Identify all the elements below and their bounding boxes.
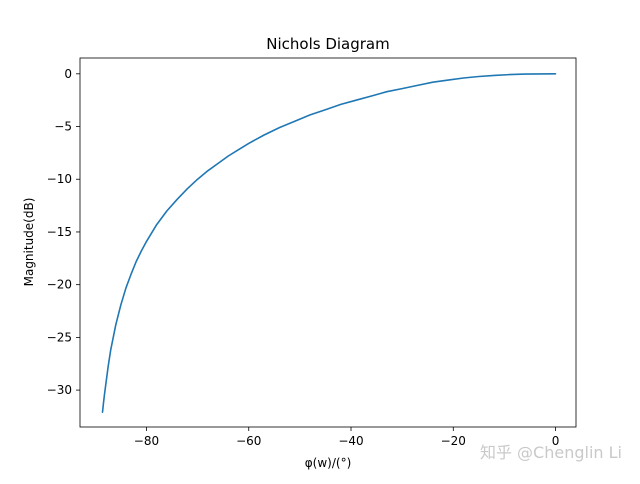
ticks-layer: −80 −60 −40 −20 0 −30 −25 −20 −15 −10 −5 0 xyxy=(47,67,560,448)
y-tick-label: −5 xyxy=(54,120,72,134)
series-layer xyxy=(101,73,557,414)
x-tick-label: −20 xyxy=(441,434,466,448)
x-tick-label: 0 xyxy=(552,434,560,448)
y-tick-label: −10 xyxy=(47,172,72,186)
chart-title: Nichols Diagram xyxy=(266,35,389,53)
y-axis-label: Magnitude(dB) xyxy=(22,198,36,287)
x-tick-label: −60 xyxy=(236,434,261,448)
y-tick-label: −20 xyxy=(47,278,72,292)
y-tick-label: −15 xyxy=(47,225,72,239)
x-axis-label: φ(w)/(°) xyxy=(305,456,352,470)
x-tick-label: −40 xyxy=(338,434,363,448)
y-tick-label: 0 xyxy=(64,67,72,81)
x-tick-label: −80 xyxy=(134,434,159,448)
y-tick-label: −25 xyxy=(47,330,72,344)
axes-frame xyxy=(79,57,577,428)
y-tick-label: −30 xyxy=(47,383,72,397)
series-line-0 xyxy=(101,73,557,414)
watermark: 知乎 @Chenglin Li xyxy=(480,443,622,462)
